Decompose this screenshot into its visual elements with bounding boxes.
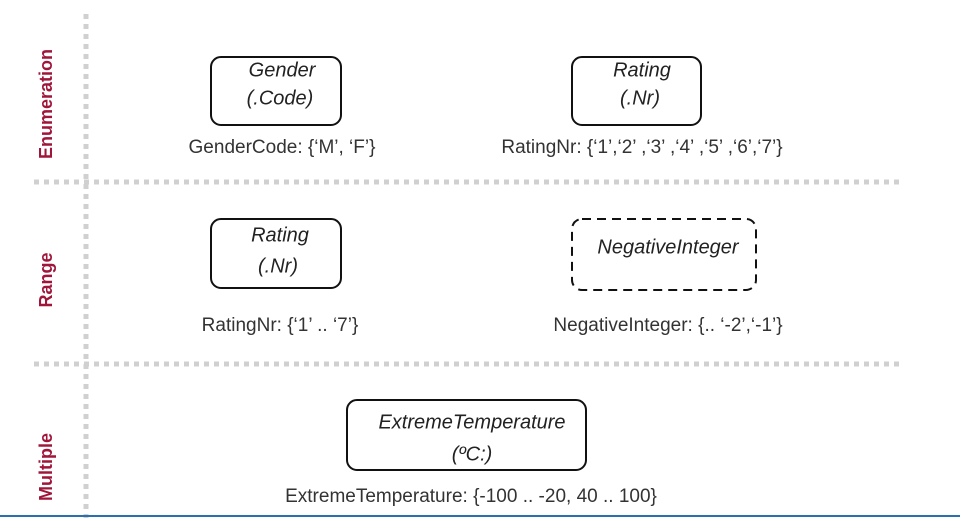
row-label: Enumeration [36,49,56,159]
node-text: ExtremeTemperature [378,411,565,433]
row-label: Multiple [36,433,56,501]
constraint: GenderCode: {‘M’, ‘F’} [189,137,376,158]
node-text: (ºC:) [452,443,493,465]
node-text: Rating [251,224,309,246]
value-type [346,399,587,471]
value-type [210,218,342,289]
node-text: (.Nr) [258,255,298,277]
node-text: Gender [249,59,317,81]
constraint: RatingNr: {‘1’,‘2’ ,‘3’ ,‘4’ ,‘5’ ,‘6’,‘… [501,137,782,158]
constraint: ExtremeTemperature: {-100 .. -20, 40 .. … [285,486,657,507]
node-text: NegativeInteger [597,236,740,258]
constraint: RatingNr: {‘1’ .. ‘7’} [202,315,359,336]
row-label: Range [36,252,56,307]
value-type [571,218,757,291]
node-text: Rating [613,59,671,81]
value-type [571,56,702,126]
node-text: (.Nr) [620,87,660,109]
constraint: NegativeInteger: {.. ‘-2’,‘-1’} [553,315,782,336]
node-text: (.Code) [247,87,314,109]
value-type [210,56,342,126]
